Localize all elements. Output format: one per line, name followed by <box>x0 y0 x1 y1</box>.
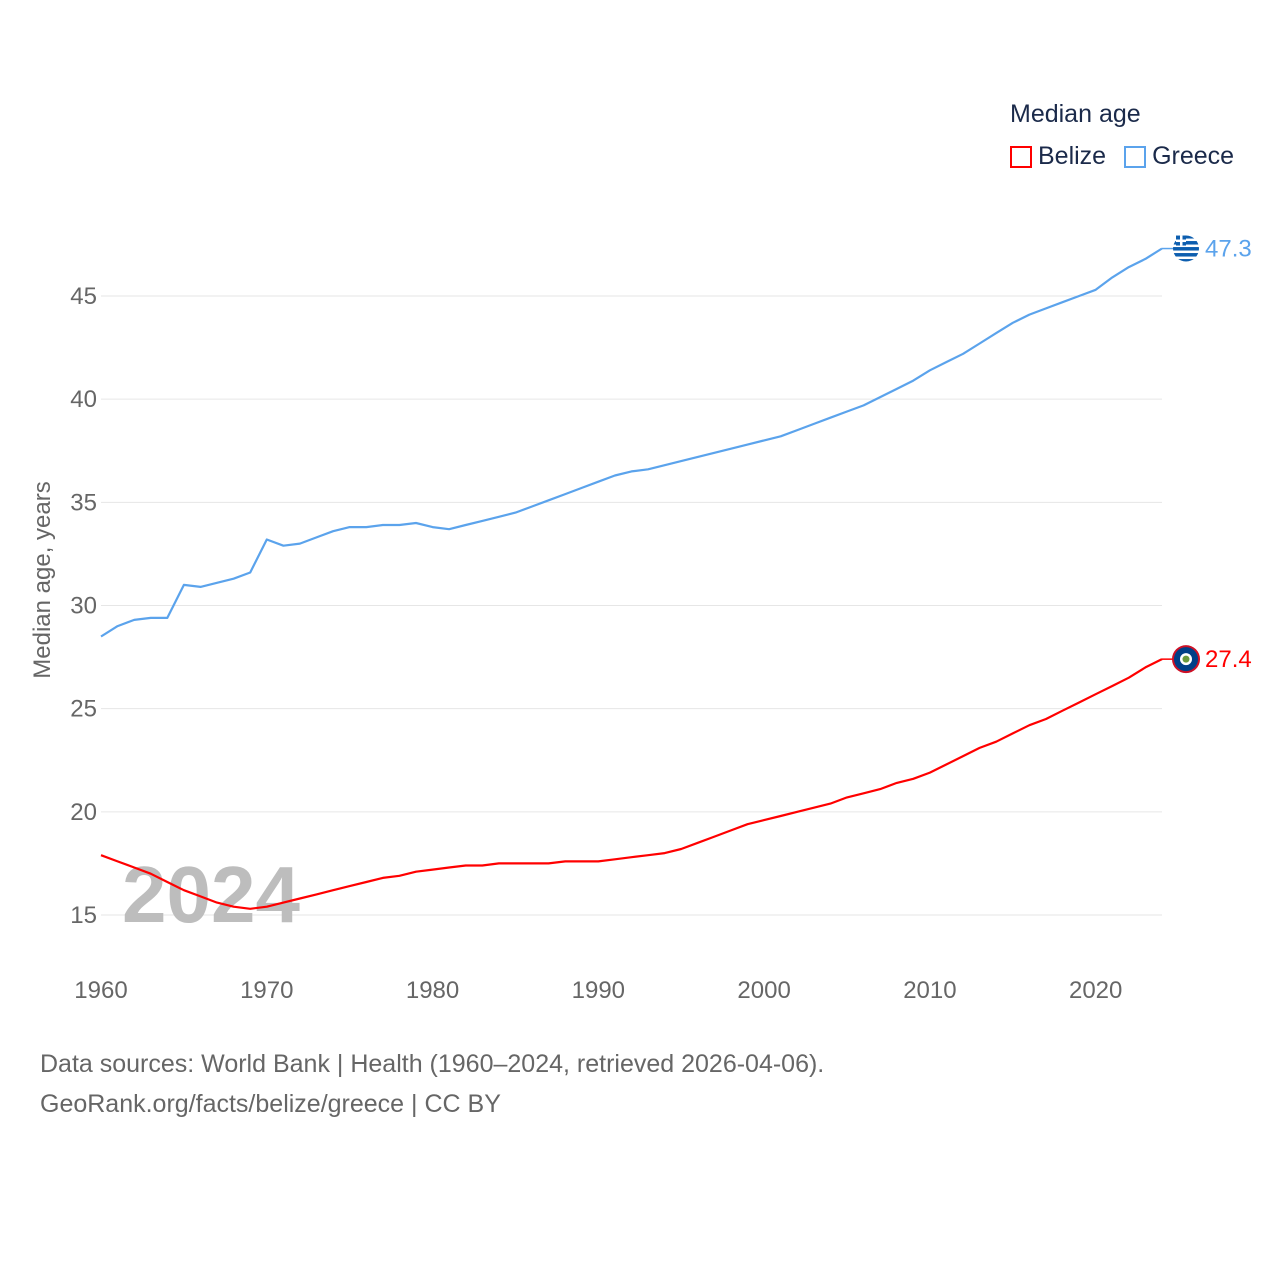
y-axis-label: Median age, years <box>29 481 56 678</box>
end-value-label-greece: 47.3 <box>1205 236 1252 263</box>
source-link[interactable]: GeoRank.org/facts/belize/greece | CC BY <box>40 1090 501 1118</box>
series-lines: 27.4 47.3 <box>100 235 1252 910</box>
x-tick-label: 1980 <box>406 977 459 1004</box>
y-tick-label: 25 <box>70 696 97 723</box>
legend-swatch-greece <box>1124 145 1147 168</box>
x-tick-label: 1960 <box>74 977 127 1004</box>
source-line-1: Data sources: World Bank | Health (1960–… <box>40 1050 825 1078</box>
flag-belize-icon <box>1172 645 1200 674</box>
y-axis-ticks: 15 20 25 30 35 40 45 <box>70 283 97 929</box>
y-tick-label: 40 <box>70 386 97 413</box>
x-tick-label: 2010 <box>903 977 956 1004</box>
y-tick-label: 45 <box>70 283 97 310</box>
series-line-greece <box>100 247 1163 638</box>
series-line-belize <box>100 658 1163 910</box>
year-watermark: 2024 <box>122 850 300 939</box>
end-value-label-belize: 27.4 <box>1205 646 1252 673</box>
legend-title: Median age <box>1010 100 1141 128</box>
gridlines <box>101 295 1162 916</box>
y-tick-label: 15 <box>70 902 97 929</box>
legend-item-belize[interactable]: Belize <box>1010 142 1106 171</box>
x-tick-label: 2020 <box>1069 977 1122 1004</box>
y-tick-label: 20 <box>70 799 97 826</box>
x-tick-label: 1970 <box>240 977 293 1004</box>
legend-item-greece[interactable]: Greece <box>1124 142 1234 171</box>
y-tick-label: 35 <box>70 489 97 516</box>
legend-swatch-belize <box>1010 145 1032 168</box>
source-note: Data sources: World Bank | Health (1960–… <box>40 1044 824 1124</box>
flag-greece-icon <box>1173 235 1199 262</box>
legend-label-greece: Greece <box>1152 142 1235 170</box>
x-tick-label: 2000 <box>737 977 790 1004</box>
legend: Belize Greece <box>1010 142 1234 171</box>
x-tick-label: 1990 <box>572 977 625 1004</box>
legend-label-belize: Belize <box>1038 142 1107 170</box>
x-axis-ticks: 1960 1970 1980 1990 2000 2010 2020 <box>74 977 1122 1004</box>
y-tick-label: 30 <box>70 593 97 620</box>
